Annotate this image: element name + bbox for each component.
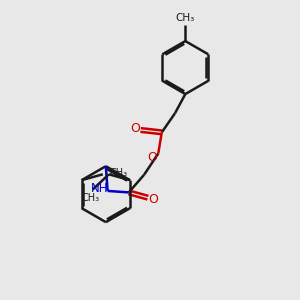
Text: CH₃: CH₃ xyxy=(176,13,195,22)
Text: CH₃: CH₃ xyxy=(81,193,99,202)
Text: O: O xyxy=(130,122,140,135)
Text: O: O xyxy=(147,151,157,164)
Text: CH₃: CH₃ xyxy=(109,168,128,178)
Text: O: O xyxy=(148,193,158,206)
Text: NH: NH xyxy=(91,182,108,195)
